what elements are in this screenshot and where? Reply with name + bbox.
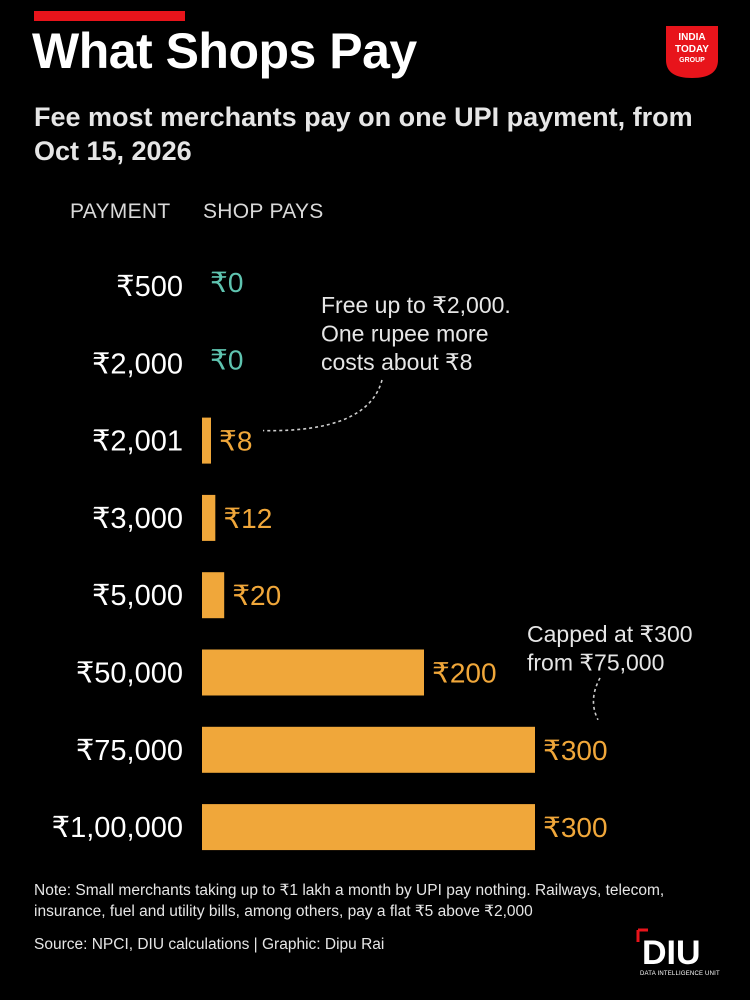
category-label: ₹75,000 — [76, 735, 183, 767]
annotation-free-line: costs about ₹8 — [321, 349, 472, 375]
annotation-cap-line: Capped at ₹300 — [527, 621, 693, 647]
category-label: ₹3,000 — [92, 503, 183, 535]
bar — [202, 417, 211, 464]
bar — [202, 494, 216, 541]
annotation-cap-line: from ₹75,000 — [527, 650, 664, 676]
fee-bar-chart: ₹500 ₹0 ₹2,000 ₹0 ₹2,001 ₹8 ₹3,000 ₹12 ₹5,000 ₹20… — [52, 267, 693, 851]
diu-caption: DATA INTELLIGENCE UNIT — [640, 971, 720, 977]
data-label: ₹0 — [210, 267, 243, 298]
india-today-logo-icon: INDIA TODAY GROUP — [666, 26, 718, 78]
data-label: ₹20 — [232, 580, 281, 611]
diu-logo-text: DIU — [642, 934, 701, 972]
category-label: ₹2,000 — [92, 348, 183, 380]
annotation-free-leader — [262, 379, 383, 432]
logo-line-1: INDIA — [678, 32, 705, 43]
source-line: Source: NPCI, DIU calculations | Graphic… — [34, 936, 385, 953]
category-label: ₹5,000 — [92, 580, 183, 612]
category-label: ₹50,000 — [76, 658, 183, 690]
title-accent-bar — [34, 11, 185, 21]
data-label: ₹300 — [543, 735, 608, 766]
annotation-cap-leader — [592, 677, 601, 721]
data-label: ₹200 — [432, 658, 497, 689]
bar — [202, 726, 535, 773]
data-label: ₹0 — [210, 344, 243, 375]
bar — [202, 572, 225, 619]
column-header-payment: PAYMENT — [70, 200, 171, 223]
category-label: ₹2,001 — [92, 426, 183, 458]
diu-corner-bracket — [636, 928, 648, 942]
logo-line-2: TODAY — [675, 44, 709, 55]
bar — [202, 804, 535, 851]
column-header-shop-pays: SHOP PAYS — [203, 200, 324, 223]
chart-subtitle: Fee most merchants pay on one UPI paymen… — [34, 102, 693, 166]
category-label: ₹1,00,000 — [52, 812, 183, 844]
category-label: ₹500 — [116, 271, 183, 303]
data-label: ₹8 — [219, 426, 252, 457]
data-label: ₹300 — [543, 812, 608, 843]
footnote: Note: Small merchants taking up to ₹1 la… — [34, 882, 665, 920]
annotation-free-line: One rupee more — [321, 321, 488, 347]
india-today-logo-shape — [666, 26, 718, 78]
annotation-free-line: Free up to ₹2,000. — [321, 292, 511, 318]
bar — [202, 649, 424, 696]
diu-logo-icon: DIU DATA INTELLIGENCE UNIT — [636, 928, 720, 977]
logo-line-3: GROUP — [679, 57, 705, 64]
data-label: ₹12 — [223, 503, 272, 534]
chart-title: What Shops Pay — [32, 23, 417, 79]
